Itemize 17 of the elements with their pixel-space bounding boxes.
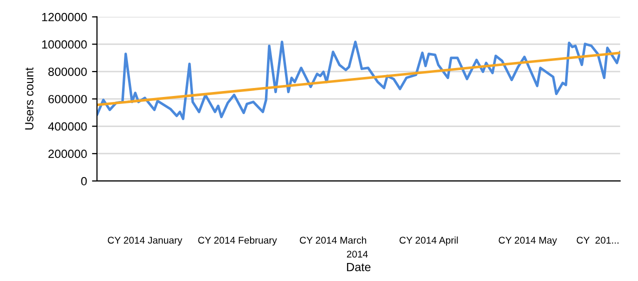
x-tick-label: CY 2014 April [400, 236, 458, 246]
x-tick-label: CY 2014 May [498, 236, 557, 246]
x-tick-label: CY 2014 January [108, 236, 182, 246]
y-tick-label: 0 [81, 177, 87, 186]
y-tick-label: 1200000 [42, 12, 87, 22]
y-axis-title: Users count [25, 68, 34, 130]
y-tick-label: 200000 [48, 150, 87, 158]
y-tick-label: 1000000 [42, 40, 87, 49]
x-tick-label: CY 201... [576, 236, 618, 244]
y-tick-label: 400000 [48, 122, 87, 131]
text: 2014 [346, 250, 368, 258]
line-series [96, 40, 620, 120]
x-tick-label: CY 2014 March [300, 236, 366, 244]
x-axis-title: Date [347, 262, 370, 272]
y-tick-label: 800000 [48, 68, 87, 76]
y-tick-label: 600000 [48, 94, 87, 104]
x-tick-label: CY 2014 February [198, 236, 277, 246]
